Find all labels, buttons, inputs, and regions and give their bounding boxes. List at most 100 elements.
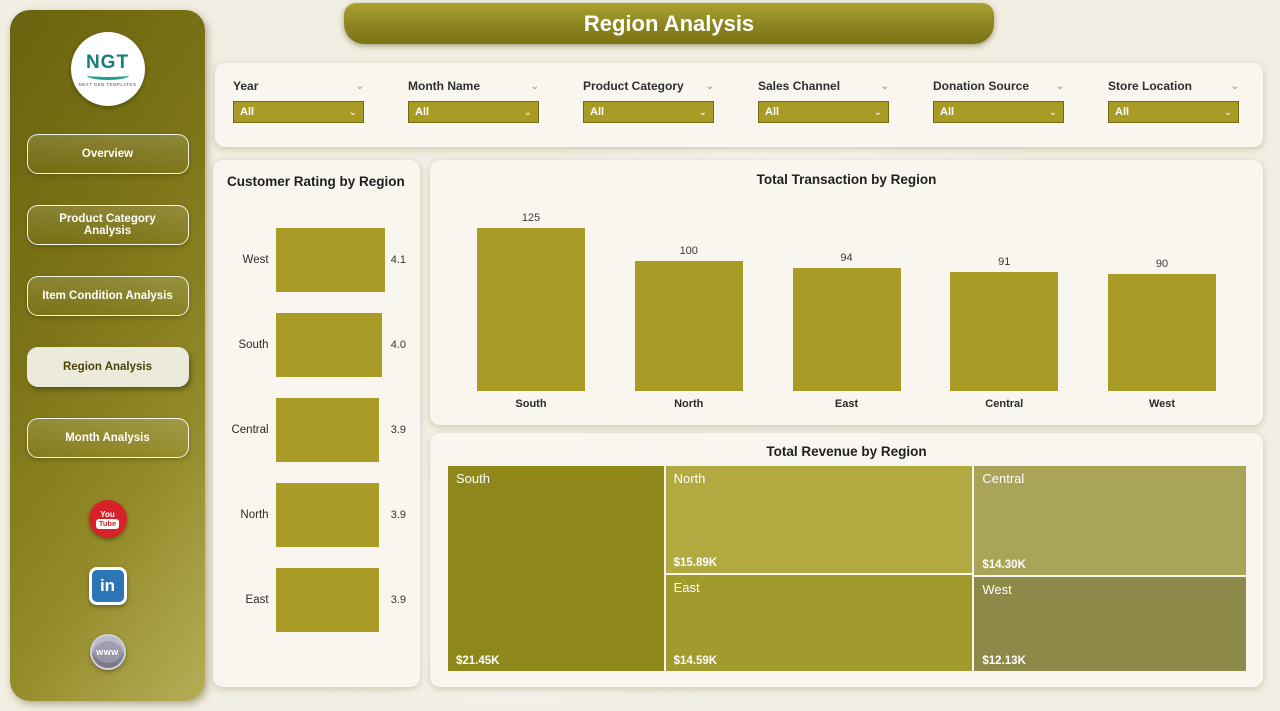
slicer-label: Donation Source — [933, 79, 1030, 93]
chevron-down-icon: ⌄ — [873, 106, 882, 118]
youtube-icon[interactable]: You Tube — [88, 500, 127, 538]
treemap-region-label: East — [673, 579, 700, 595]
revenue-treemap: South $21.45K North $15.89K East $14.59K Centr… — [447, 465, 1247, 672]
rating-bar[interactable] — [275, 397, 380, 462]
logo-text: NGT — [85, 51, 130, 73]
youtube-icon-text: You — [100, 509, 115, 519]
rating-category-label: West — [242, 253, 269, 266]
rating-value-label: 4.0 — [390, 338, 406, 351]
chevron-down-icon: ⌄ — [523, 106, 532, 118]
slicer-header[interactable]: Month Name ⌄ — [408, 77, 539, 95]
rating-bar[interactable] — [275, 482, 380, 547]
sidebar-item-month-analysis[interactable]: Month Analysis — [26, 418, 189, 458]
rating-bar[interactable] — [275, 312, 383, 377]
slicer-header[interactable]: Donation Source ⌄ — [933, 77, 1064, 95]
transaction-column-group: 91 Central — [949, 191, 1059, 417]
rating-bar[interactable] — [275, 567, 380, 632]
website-globe-icon[interactable]: www — [89, 634, 126, 670]
slicer-donation-source: Donation Source ⌄ All ⌄ — [933, 77, 1064, 123]
slicer-dropdown[interactable]: All ⌄ — [583, 101, 714, 123]
transaction-bar[interactable] — [477, 228, 585, 391]
total-revenue-treemap-card: Total Revenue by Region South $21.45K Nort… — [430, 433, 1263, 687]
rating-chart-title: Customer Rating by Region — [227, 174, 405, 189]
treemap-value-label: $15.89K — [673, 556, 718, 569]
treemap-region-label: West — [982, 581, 1012, 597]
chevron-down-icon: ⌄ — [348, 106, 357, 118]
slicer-store-location: Store Location ⌄ All ⌄ — [1108, 77, 1239, 123]
sidebar-item-item-condition-analysis[interactable]: Item Condition Analysis — [26, 276, 189, 316]
rating-row: South 4.0 — [227, 302, 406, 387]
transaction-bar[interactable] — [1108, 274, 1216, 391]
filter-bar: Year ⌄ All ⌄ Month Name ⌄ All ⌄ Product Category… — [215, 63, 1263, 147]
transaction-category-label: North — [674, 398, 704, 410]
transaction-value-label: 91 — [998, 256, 1011, 268]
treemap-value-label: $14.59K — [673, 654, 718, 667]
chevron-down-icon: ⌄ — [1223, 106, 1232, 118]
transaction-chart-title: Total Transaction by Region — [756, 172, 937, 187]
slicer-product-category: Product Category ⌄ All ⌄ — [583, 77, 714, 123]
sidebar-item-region-analysis[interactable]: Region Analysis — [26, 347, 189, 387]
logo-subtext: NEXT GEN TEMPLATES — [78, 81, 137, 87]
rating-category-label: South — [238, 338, 269, 351]
revenue-chart-title: Total Revenue by Region — [766, 444, 927, 459]
total-transaction-chart-card: Total Transaction by Region 125 South 100 N… — [430, 160, 1263, 425]
slicer-month-name: Month Name ⌄ All ⌄ — [408, 77, 539, 123]
sidebar-item-product-category-analysis[interactable]: Product Category Analysis — [26, 205, 189, 245]
slicer-dropdown[interactable]: All ⌄ — [1108, 101, 1239, 123]
treemap-value-label: $21.45K — [456, 655, 500, 667]
transaction-value-label: 100 — [679, 245, 698, 257]
transaction-value-label: 94 — [840, 252, 853, 264]
treemap-value-label: $14.30K — [982, 558, 1026, 571]
rating-bar-track — [275, 397, 385, 462]
slicer-header[interactable]: Product Category ⌄ — [583, 77, 714, 95]
rating-value-label: 4.1 — [390, 253, 406, 266]
treemap-cell-south[interactable]: South $21.45K — [447, 465, 665, 672]
logo-swoosh-icon — [86, 71, 129, 80]
treemap-region-label: North — [673, 471, 706, 486]
rating-row: West 4.1 — [227, 217, 406, 302]
chevron-down-icon: ⌄ — [530, 80, 539, 92]
slicer-label: Store Location — [1108, 79, 1193, 93]
sidebar-item-overview[interactable]: Overview — [26, 134, 189, 174]
transaction-column-group: 125 South — [476, 191, 586, 417]
rating-value-label: 3.9 — [390, 508, 406, 521]
treemap-cell-east[interactable]: East $14.59K — [664, 573, 974, 672]
rating-category-label: North — [240, 508, 269, 521]
rating-bar-track — [275, 227, 385, 292]
slicer-dropdown[interactable]: All ⌄ — [758, 101, 889, 123]
slicer-header[interactable]: Store Location ⌄ — [1108, 77, 1239, 95]
chevron-down-icon: ⌄ — [705, 80, 714, 92]
treemap-cell-north[interactable]: North $15.89K — [664, 465, 974, 574]
slicer-header[interactable]: Sales Channel ⌄ — [758, 77, 889, 95]
transaction-category-label: South — [515, 398, 547, 410]
website-icon-text: www — [96, 647, 119, 657]
slicer-header[interactable]: Year ⌄ — [233, 77, 364, 95]
youtube-icon-text2: Tube — [95, 518, 120, 529]
transaction-value-label: 90 — [1155, 258, 1169, 270]
treemap-cell-west[interactable]: West $12.13K — [973, 575, 1247, 672]
page-title-banner: Region Analysis — [344, 3, 994, 44]
rating-bar-track — [275, 312, 385, 377]
linkedin-icon[interactable]: in — [88, 567, 127, 605]
sidebar: NGT NEXT GEN TEMPLATES Overview Product C… — [10, 10, 205, 701]
transaction-bar[interactable] — [950, 272, 1059, 391]
slicer-dropdown[interactable]: All ⌄ — [233, 101, 364, 123]
transaction-column-group: 100 North — [634, 191, 744, 417]
slicer-selected-value: All — [1115, 106, 1130, 118]
slicer-dropdown[interactable]: All ⌄ — [933, 101, 1064, 123]
slicer-dropdown[interactable]: All ⌄ — [408, 101, 539, 123]
slicer-label: Month Name — [408, 79, 480, 93]
transaction-category-label: Central — [985, 398, 1024, 410]
transaction-bar[interactable] — [792, 268, 901, 391]
slicer-selected-value: All — [940, 106, 955, 118]
rating-bar[interactable] — [275, 227, 385, 292]
rating-row: East 3.9 — [227, 557, 406, 642]
rating-bar-track — [275, 482, 385, 547]
rating-value-label: 3.9 — [390, 593, 406, 606]
rating-category-label: East — [245, 593, 269, 606]
transaction-column-group: 90 West — [1107, 191, 1217, 417]
treemap-cell-central[interactable]: Central $14.30K — [973, 465, 1247, 576]
slicer-sales-channel: Sales Channel ⌄ All ⌄ — [758, 77, 889, 123]
treemap-region-label: South — [456, 471, 490, 486]
transaction-bar[interactable] — [634, 261, 743, 391]
